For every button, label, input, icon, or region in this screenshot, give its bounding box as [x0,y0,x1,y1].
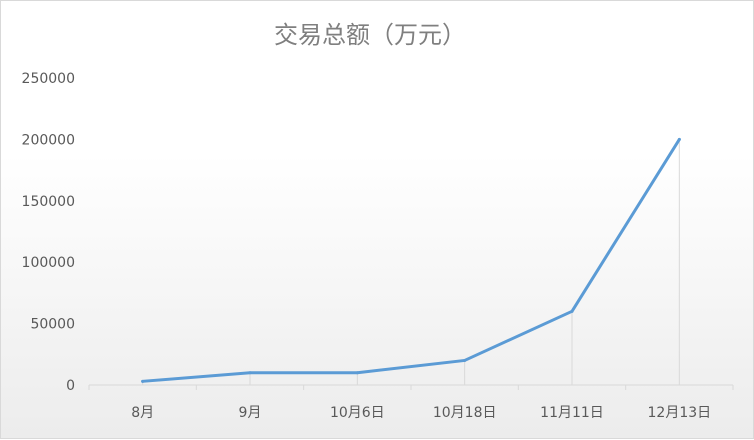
y-tick-label: 0 [66,378,75,394]
x-tick-label: 11月11日 [540,405,604,421]
x-axis: 8月 9月 10月6日 10月18日 11月11日 12月13日 [88,385,734,421]
series-line [141,137,681,383]
y-axis: 0 50000 100000 150000 200000 250000 [22,71,75,394]
data-point [677,137,681,141]
y-tick-label: 50000 [30,317,75,333]
data-point [141,379,145,383]
x-tick-label: 12月13日 [648,405,712,421]
series-group [141,137,681,383]
data-point [355,371,359,375]
y-tick-label: 100000 [22,255,75,271]
drop-lines [142,139,680,385]
x-tick-label: 8月 [131,405,154,421]
data-point [248,371,252,375]
y-tick-label: 150000 [22,194,75,210]
x-tick-label: 10月6日 [330,405,385,421]
y-tick-label: 250000 [22,71,75,87]
x-tick-label: 9月 [239,405,262,421]
chart-title: 交易总额（万元） [274,21,466,49]
y-tick-label: 200000 [22,132,75,148]
data-point [570,309,574,313]
x-tick-label: 10月18日 [433,405,497,421]
data-point [463,358,467,362]
